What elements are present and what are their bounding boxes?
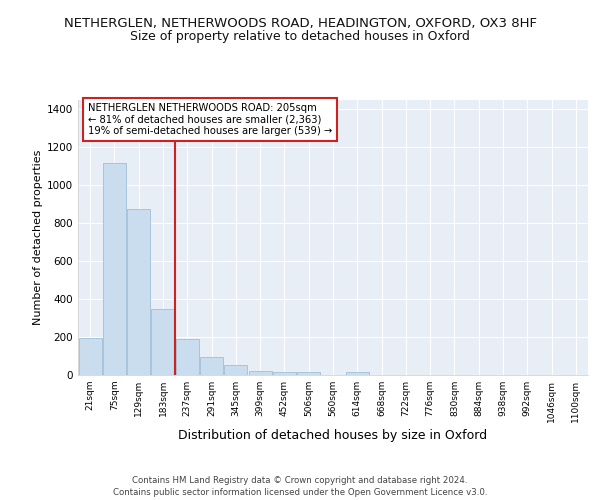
Bar	[248, 371, 272, 375]
Text: Size of property relative to detached houses in Oxford: Size of property relative to detached ho…	[130, 30, 470, 43]
Text: Contains HM Land Registry data © Crown copyright and database right 2024.: Contains HM Land Registry data © Crown c…	[132, 476, 468, 485]
Bar	[224, 364, 247, 375]
Text: NETHERGLEN NETHERWOODS ROAD: 205sqm
← 81% of detached houses are smaller (2,363): NETHERGLEN NETHERWOODS ROAD: 205sqm ← 81…	[88, 103, 332, 136]
Text: Contains public sector information licensed under the Open Government Licence v3: Contains public sector information licen…	[113, 488, 487, 497]
Bar	[103, 162, 126, 375]
Bar	[273, 372, 296, 375]
Bar	[79, 338, 101, 375]
Text: NETHERGLEN, NETHERWOODS ROAD, HEADINGTON, OXFORD, OX3 8HF: NETHERGLEN, NETHERWOODS ROAD, HEADINGTON…	[64, 18, 536, 30]
Bar	[176, 338, 199, 375]
Y-axis label: Number of detached properties: Number of detached properties	[33, 150, 43, 325]
Bar	[200, 356, 223, 375]
Bar	[151, 308, 175, 375]
Bar	[346, 372, 369, 375]
X-axis label: Distribution of detached houses by size in Oxford: Distribution of detached houses by size …	[178, 429, 488, 442]
Bar	[127, 209, 150, 375]
Bar	[297, 372, 320, 375]
